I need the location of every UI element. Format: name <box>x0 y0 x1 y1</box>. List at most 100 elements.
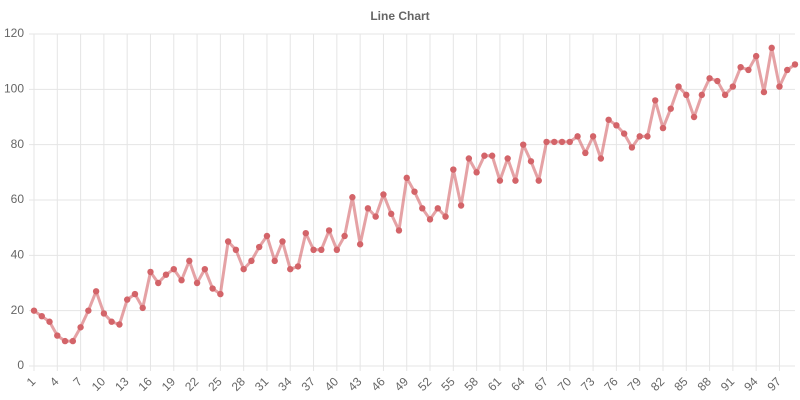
x-tick-label: 46 <box>368 374 388 394</box>
point <box>92 288 100 295</box>
point <box>38 313 45 320</box>
point <box>636 133 643 140</box>
point <box>287 265 294 273</box>
point <box>520 141 527 148</box>
point <box>61 337 69 345</box>
point <box>488 152 496 159</box>
x-tick-label: 10 <box>89 374 109 394</box>
y-tick-label: 60 <box>11 192 25 206</box>
point <box>613 122 620 129</box>
point <box>178 277 185 284</box>
x-tick-label: 97 <box>764 374 784 394</box>
point <box>333 246 341 253</box>
point <box>667 105 674 112</box>
point <box>147 268 154 276</box>
point <box>535 177 542 184</box>
point <box>46 318 53 325</box>
x-tick-label: 94 <box>741 374 761 394</box>
point <box>768 44 775 52</box>
point <box>605 116 612 123</box>
x-tick-label: 88 <box>695 374 715 394</box>
x-tick-label: 58 <box>462 374 482 394</box>
x-tick-label: 25 <box>205 374 225 394</box>
x-tick-label: 52 <box>415 374 435 394</box>
point <box>232 246 240 253</box>
point <box>100 310 108 317</box>
point <box>193 279 201 287</box>
point <box>504 155 511 162</box>
point <box>318 246 325 253</box>
point <box>364 205 372 212</box>
point <box>752 52 760 60</box>
x-tick-label: 40 <box>322 374 342 394</box>
point <box>652 97 659 104</box>
point <box>356 241 364 248</box>
point <box>582 149 589 157</box>
point <box>372 213 379 220</box>
point <box>690 113 698 121</box>
point <box>302 230 309 237</box>
point <box>784 66 791 74</box>
point <box>279 238 286 245</box>
point <box>745 66 752 74</box>
point <box>349 194 356 201</box>
x-tick-label: 73 <box>578 374 598 394</box>
point <box>240 265 247 273</box>
point <box>675 83 682 90</box>
point <box>597 155 605 162</box>
point <box>388 210 395 218</box>
y-tick-label: 0 <box>17 358 24 372</box>
point <box>341 232 348 240</box>
point <box>659 124 667 132</box>
point <box>473 169 480 176</box>
point <box>271 257 278 265</box>
point <box>566 138 574 146</box>
point <box>248 257 255 265</box>
point <box>395 227 403 234</box>
point <box>481 152 488 159</box>
x-tick-label: 28 <box>229 374 249 394</box>
x-tick-label: 19 <box>159 374 179 394</box>
y-tick-label: 80 <box>11 137 25 151</box>
point <box>380 191 387 198</box>
x-tick-label: 31 <box>252 374 272 394</box>
point <box>325 227 333 234</box>
point <box>123 296 131 303</box>
x-tick-label: 37 <box>299 374 319 394</box>
x-tick-label: 16 <box>135 374 155 394</box>
point <box>442 213 449 220</box>
y-tick-label: 120 <box>4 26 24 40</box>
x-tick-label: 85 <box>671 374 691 394</box>
chart-title: Line Chart <box>370 9 429 23</box>
x-tick-label: 61 <box>485 374 505 394</box>
point <box>527 158 535 165</box>
point <box>543 138 550 146</box>
point <box>698 91 706 99</box>
point <box>155 279 162 287</box>
x-tick-label: 76 <box>601 374 621 394</box>
x-tick-label: 55 <box>438 374 458 394</box>
point <box>131 290 139 298</box>
point <box>729 83 737 90</box>
point <box>683 91 690 99</box>
point <box>224 238 232 245</box>
y-tick-label: 40 <box>11 248 25 262</box>
point <box>426 216 434 223</box>
point <box>706 75 713 82</box>
point <box>77 324 84 331</box>
point <box>411 188 418 195</box>
x-tick-label: 79 <box>625 374 645 394</box>
point <box>186 257 193 265</box>
point <box>457 202 465 209</box>
point <box>760 88 768 96</box>
y-tick-label: 20 <box>11 303 25 317</box>
y-tick-label: 100 <box>4 82 24 96</box>
point <box>644 133 651 140</box>
point <box>201 265 209 273</box>
point <box>255 243 263 251</box>
x-tick-label: 43 <box>345 374 365 394</box>
point <box>54 332 61 339</box>
point <box>589 133 597 140</box>
